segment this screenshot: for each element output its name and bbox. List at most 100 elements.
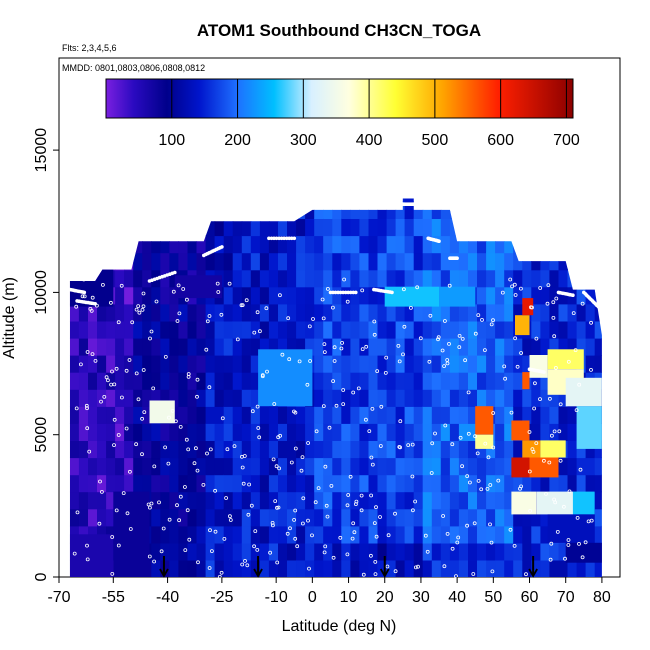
field-cell [540, 372, 550, 390]
field-cell [558, 559, 569, 577]
sample-point [161, 526, 166, 531]
field-cell [422, 440, 433, 459]
field-cell [477, 508, 487, 527]
field-cell [495, 559, 505, 577]
field-cell [268, 559, 279, 577]
field-cell [431, 423, 442, 441]
sample-point [351, 521, 356, 526]
field-cell [513, 303, 523, 322]
sample-point [354, 290, 358, 295]
field-cell [287, 491, 297, 510]
sample-point [589, 367, 593, 372]
sample-point [324, 503, 329, 508]
field-cell [368, 198, 379, 202]
sample-point [292, 236, 297, 241]
sample-point [339, 346, 344, 351]
sample-point [216, 290, 221, 294]
field-cell [486, 235, 496, 254]
field-cell [495, 303, 505, 322]
field-cell [440, 252, 451, 271]
sample-point [306, 441, 311, 445]
field-cell [341, 389, 351, 407]
field-cell [458, 252, 469, 271]
field-cell [97, 218, 107, 237]
field-cell [431, 372, 442, 390]
field-cell [413, 235, 424, 254]
sample-point [264, 306, 269, 311]
sample-point [227, 514, 232, 519]
field-cell [296, 286, 306, 305]
field-cell [205, 218, 216, 237]
sample-point [450, 442, 455, 447]
field-cell [368, 474, 379, 493]
sample-point [277, 236, 281, 241]
field-cell [205, 559, 216, 577]
sample-point [332, 359, 337, 363]
field-cell [377, 406, 388, 424]
field-cell [205, 303, 216, 322]
sample-point [79, 362, 83, 367]
field-cell [142, 218, 152, 237]
field-cell [196, 542, 207, 561]
field-cell [88, 423, 98, 441]
field-cell [449, 542, 460, 561]
field-cell [341, 542, 351, 561]
field-cell [495, 372, 505, 390]
field-cell [395, 491, 406, 510]
field-cell-highlight [149, 400, 175, 424]
field-cell [250, 542, 261, 561]
field-cell [160, 198, 170, 202]
field-cell [567, 198, 578, 202]
sample-point [286, 316, 291, 321]
sample-point [545, 301, 550, 306]
field-cell [142, 201, 152, 219]
colorbar-tick-label: 200 [224, 132, 251, 149]
field-cell [359, 525, 369, 544]
field-cell [350, 440, 360, 459]
field-cell [241, 559, 252, 577]
sample-point [152, 559, 157, 564]
sample-point [460, 464, 465, 469]
field-cell [250, 525, 261, 544]
sample-point [401, 287, 406, 292]
sample-point [85, 557, 90, 562]
field-cell [268, 474, 279, 493]
field-cell [413, 542, 424, 561]
field-cell [88, 355, 98, 373]
sample-point [454, 574, 458, 578]
field-cell [314, 457, 324, 476]
field-cell [449, 457, 460, 476]
field-cell [431, 525, 442, 544]
field-cell [404, 525, 415, 544]
field-cell [223, 198, 234, 202]
field-cell [350, 269, 360, 288]
sample-point [489, 540, 494, 545]
field-cell [115, 235, 125, 254]
sample-point [411, 202, 416, 206]
sample-point [148, 336, 152, 341]
sample-point [220, 245, 224, 249]
sample-point [313, 500, 318, 505]
sample-point [530, 447, 535, 452]
field-cell [196, 559, 207, 577]
field-cell [468, 491, 478, 510]
field-cell [97, 303, 107, 322]
field-cell [522, 406, 532, 424]
sample-point [114, 366, 119, 371]
field-cell [160, 269, 170, 288]
field-cell [558, 235, 569, 254]
field-cell [296, 508, 306, 527]
field-cell [278, 337, 288, 356]
field-cell [486, 508, 496, 527]
field-cell [323, 525, 333, 544]
field-cell [196, 252, 207, 271]
field-cell [504, 474, 514, 493]
field-cell [160, 542, 170, 561]
sample-point [592, 284, 597, 289]
sample-point [548, 557, 553, 562]
sample-point [509, 410, 514, 415]
field-cell [241, 355, 252, 373]
field-cell [88, 491, 98, 510]
field-cell [97, 252, 107, 271]
field-cell [287, 457, 297, 476]
